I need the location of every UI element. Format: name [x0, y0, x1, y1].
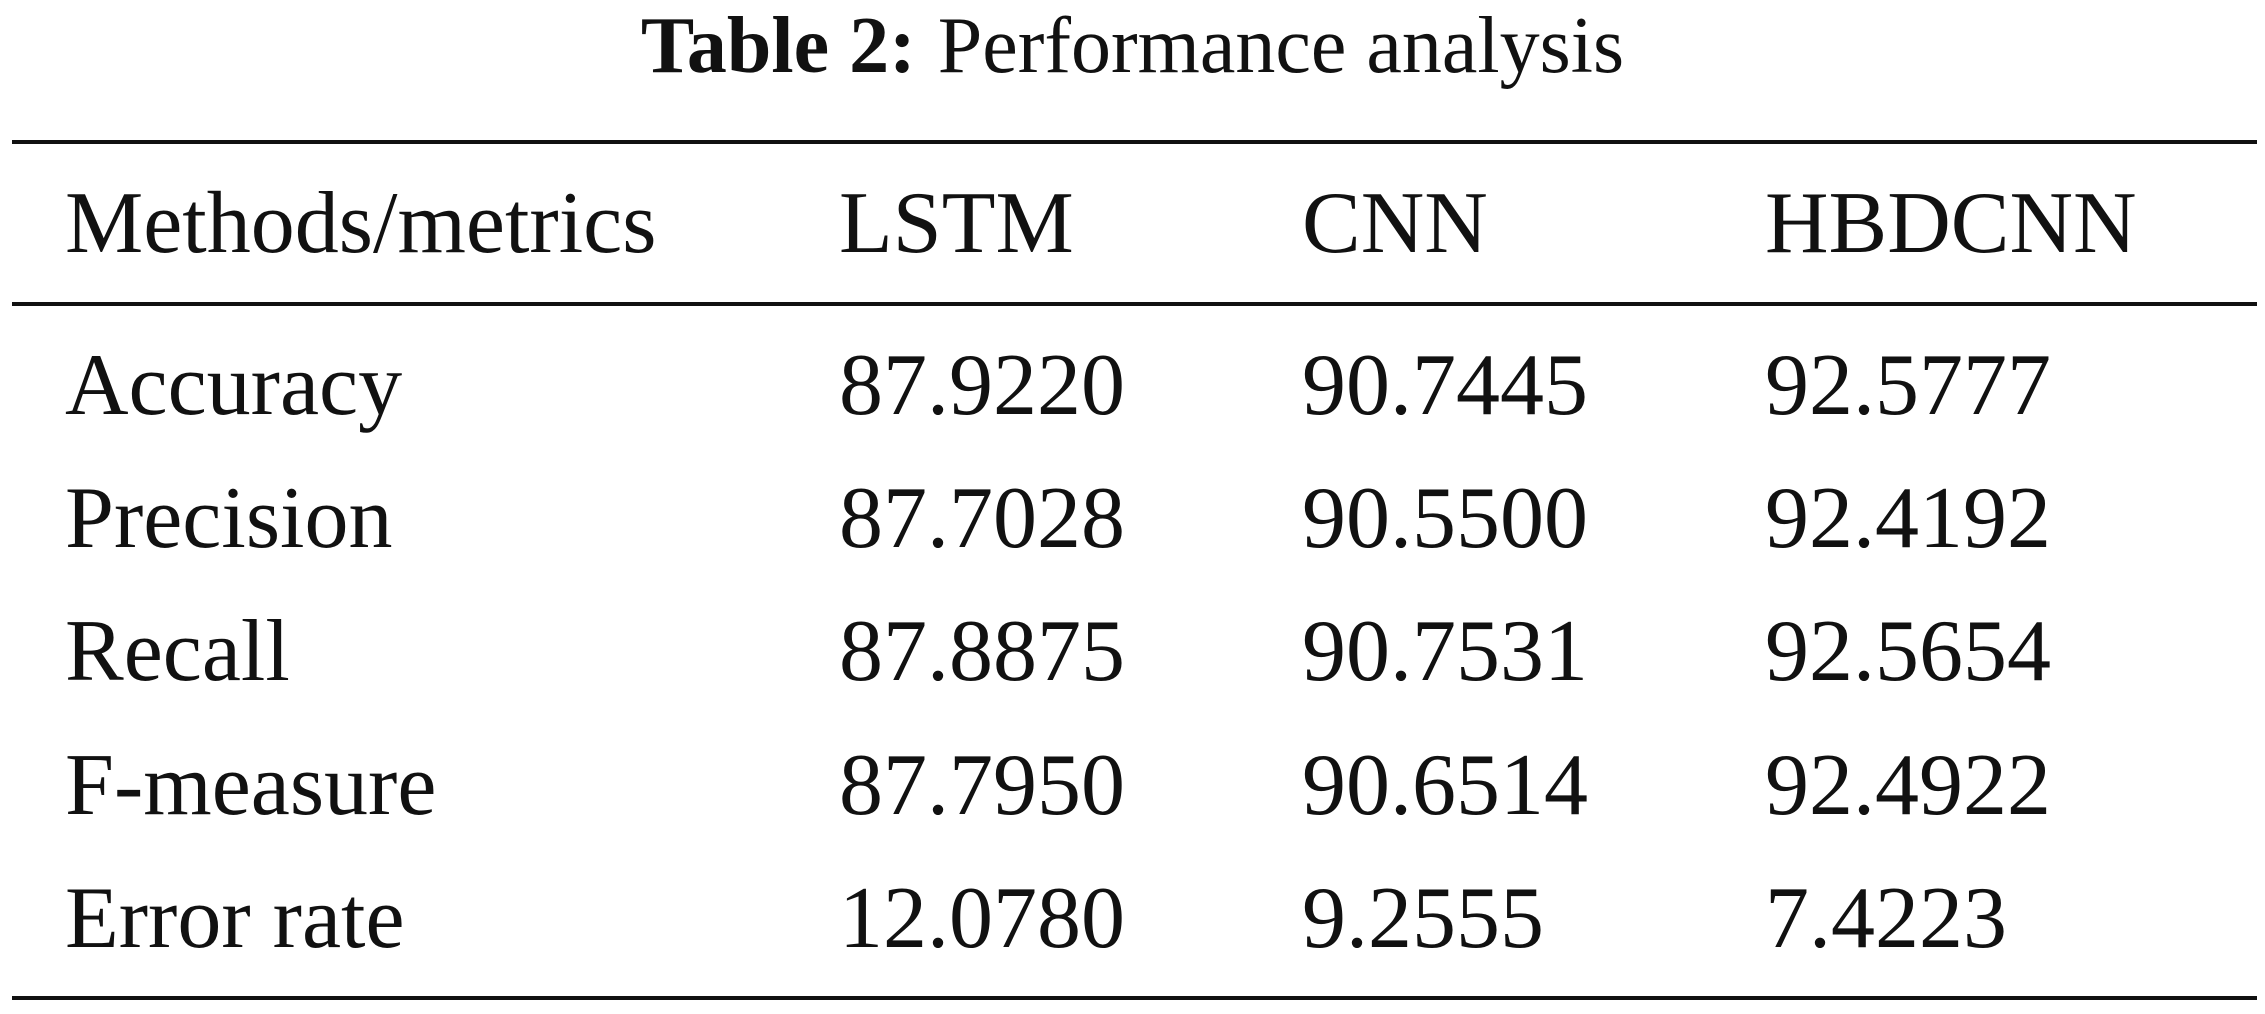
header-cell: CNN [1302, 175, 1488, 272]
bottom-rule [12, 996, 2257, 1000]
table-caption: Table 2: Performance analysis [0, 0, 2265, 92]
table-cell: 92.5777 [1765, 337, 2051, 434]
caption-text: Performance analysis [937, 2, 1625, 90]
table-cell: 90.7531 [1302, 603, 1588, 700]
table-cell: 87.7028 [839, 470, 1125, 567]
row-label: Error rate [65, 870, 405, 967]
table-cell: 87.7950 [839, 737, 1125, 834]
row-label: Accuracy [65, 337, 403, 434]
table-cell: 92.5654 [1765, 603, 2051, 700]
table-cell: 87.9220 [839, 337, 1125, 434]
top-rule [12, 140, 2257, 144]
table-cell: 87.8875 [839, 603, 1125, 700]
header-cell: Methods/metrics [65, 175, 657, 272]
header-cell: LSTM [839, 175, 1074, 272]
table-cell: 7.4223 [1765, 870, 2007, 967]
caption-label: Table 2: [640, 2, 916, 90]
row-label: F-measure [65, 737, 437, 834]
row-label: Recall [65, 603, 290, 700]
table-cell: 9.2555 [1302, 870, 1544, 967]
table-cell: 12.0780 [839, 870, 1125, 967]
table-cell: 90.6514 [1302, 737, 1588, 834]
table-cell: 92.4922 [1765, 737, 2051, 834]
row-label: Precision [65, 470, 393, 567]
mid-rule [12, 302, 2257, 306]
table-cell: 92.4192 [1765, 470, 2051, 567]
table-cell: 90.7445 [1302, 337, 1588, 434]
header-cell: HBDCNN [1765, 175, 2137, 272]
table-cell: 90.5500 [1302, 470, 1588, 567]
